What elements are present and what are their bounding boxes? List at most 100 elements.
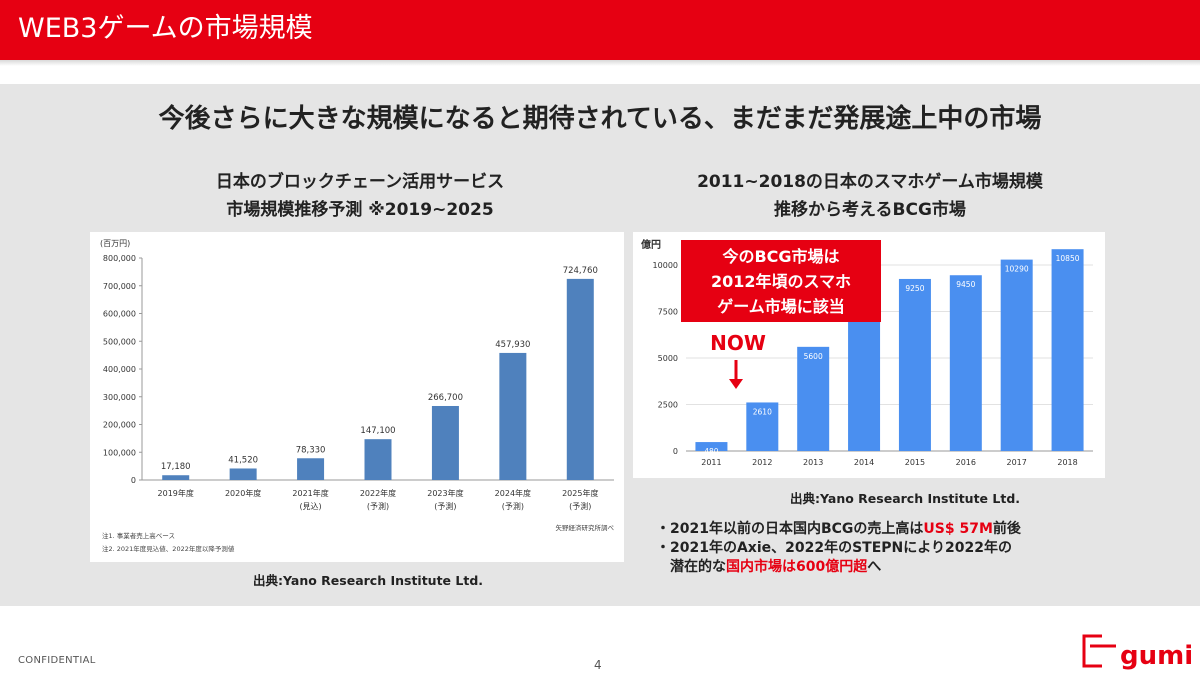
right-x-tick-label: 2017 — [1007, 458, 1027, 467]
left-y-tick-label: 600,000 — [103, 310, 136, 319]
header-shadow — [0, 60, 1200, 66]
left-y-tick-label: 500,000 — [103, 337, 136, 346]
right-bar — [695, 442, 728, 451]
left-bar — [297, 458, 325, 480]
bullet-1-text: ・2021年以前の日本国内BCGの売上高は — [656, 521, 924, 537]
left-chart-card: (百万円) 0 100,000 200,000 300,000 400,000 500,00… — [90, 232, 624, 562]
right-bar-chart: 億円 0 2500 5000 7500 10000 480 2011 2610 2012 5600 2… — [641, 238, 1093, 467]
left-y-tick-label: 300,000 — [103, 393, 136, 402]
bullet-3-highlight: 国内市場は600億円超 — [726, 559, 868, 575]
bullet-1: ・2021年以前の日本国内BCGの売上高はUS$ 57M前後 — [656, 520, 1021, 539]
right-bar — [1051, 249, 1084, 451]
right-bar — [1000, 259, 1033, 451]
left-y-tick-label: 200,000 — [103, 421, 136, 430]
right-x-tick-label: 2014 — [854, 458, 874, 467]
left-x-tick-label: 2023年度 — [427, 488, 463, 498]
left-x-tick-sublabel: (見込) — [299, 502, 321, 511]
right-y-tick-label: 0 — [673, 447, 678, 456]
right-bar — [848, 307, 881, 451]
slide-subtitle: 今後さらに大きな規模になると期待されている、まだまだ発展途上中の市場 — [158, 104, 1042, 134]
left-bar — [229, 468, 257, 480]
right-y-tick-label: 10000 — [653, 261, 678, 270]
bullet-2-continued: 潜在的な国内市場は600億円超へ — [656, 558, 1021, 577]
left-bar-value-label: 724,760 — [563, 266, 598, 276]
bullet-3-text: 潜在的な — [670, 559, 726, 575]
page-number: 4 — [594, 658, 602, 672]
right-bar-value-label: 2610 — [753, 407, 772, 416]
bullet-1-suffix: 前後 — [992, 521, 1021, 537]
right-chart-title: 2011~2018の日本のスマホゲーム市場規模 推移から考えるBCG市場 — [620, 168, 1120, 224]
right-x-tick-label: 2016 — [956, 458, 976, 467]
left-x-tick-label: 2022年度 — [360, 488, 396, 498]
left-bar — [364, 439, 392, 480]
right-bar-value-label: 9250 — [905, 284, 924, 293]
left-x-tick-label: 2025年度 — [562, 488, 598, 498]
right-y-tick-label: 2500 — [658, 401, 678, 410]
right-chart-source: 出典:Yano Research Institute Ltd. — [790, 491, 1021, 506]
right-y-axis-unit: 億円 — [641, 238, 661, 251]
right-bar — [949, 275, 982, 451]
right-x-tick-label: 2012 — [752, 458, 772, 467]
logo-text: gumi — [1120, 641, 1192, 670]
left-y-tick-label: 700,000 — [103, 282, 136, 291]
right-bar-value-label: 480 — [704, 447, 719, 456]
left-x-tick-sublabel: (予測) — [434, 501, 456, 511]
left-bar — [499, 352, 527, 480]
right-bar-value-label: 10290 — [1005, 265, 1029, 274]
left-bar — [162, 475, 190, 480]
left-x-tick-label: 2024年度 — [495, 488, 531, 498]
right-y-tick-label: 5000 — [658, 354, 678, 363]
callout-line-2: 2012年頃のスマホ — [711, 272, 851, 291]
left-bar-value-label: 266,700 — [428, 393, 463, 403]
now-label: NOW — [710, 331, 766, 355]
left-y-tick-label: 0 — [131, 476, 136, 485]
callout-line-3: ゲーム市場に該当 — [717, 297, 845, 316]
left-bar-value-label: 457,930 — [495, 340, 530, 350]
right-x-tick-label: 2018 — [1057, 458, 1077, 467]
left-bar-value-label: 17,180 — [161, 462, 191, 472]
gumi-logo: gumi — [1082, 628, 1193, 674]
left-y-tick-label: 800,000 — [103, 254, 136, 263]
callout-box — [681, 240, 881, 322]
left-bar-value-label: 78,330 — [296, 445, 326, 455]
left-x-tick-label: 2021年度 — [292, 488, 328, 498]
right-bar-value-label: 5600 — [804, 352, 823, 361]
right-bar — [898, 278, 931, 451]
left-chart-title: 日本のブロックチェーン活用サービス 市場規模推移予測 ※2019~2025 — [100, 168, 620, 224]
left-y-tick-label: 400,000 — [103, 365, 136, 374]
bullet-list: ・2021年以前の日本国内BCGの売上高はUS$ 57M前後 ・2021年のAx… — [656, 520, 1021, 577]
left-x-tick-label: 2020年度 — [225, 488, 261, 498]
left-bar-chart: (百万円) 0 100,000 200,000 300,000 400,000 500,00… — [100, 239, 615, 553]
left-chart-title-line2: 市場規模推移予測 ※2019~2025 — [226, 200, 494, 220]
right-x-tick-label: 2015 — [905, 458, 925, 467]
left-chart-title-line1: 日本のブロックチェーン活用サービス — [215, 172, 505, 192]
right-y-tick-label: 7500 — [658, 308, 678, 317]
right-bar — [797, 346, 830, 451]
left-chart-source: 出典:Yano Research Institute Ltd. — [253, 573, 484, 588]
right-chart-title-line1: 2011~2018の日本のスマホゲーム市場規模 — [697, 172, 1043, 192]
left-y-axis-unit: (百万円) — [100, 239, 130, 248]
bullet-1-highlight: US$ 57M — [923, 521, 993, 537]
right-bar — [746, 402, 779, 451]
slide-title: WEB3ゲームの市場規模 — [18, 13, 313, 44]
right-chart-card: 億円 0 2500 5000 7500 10000 480 2011 2610 2012 5600 2… — [633, 232, 1105, 478]
left-bar-value-label: 147,100 — [360, 426, 395, 436]
left-chart-note-1: 注1. 事業者売上高ベース — [102, 531, 175, 540]
bullet-2: ・2021年のAxie、2022年のSTEPNにより2022年の — [656, 540, 1012, 556]
confidential-label: CONFIDENTIAL — [18, 655, 96, 666]
left-chart-note-2: 注2. 2021年度見込値、2022年度以降予測値 — [102, 544, 235, 553]
left-x-tick-sublabel: (予測) — [569, 501, 591, 511]
now-arrow-head — [729, 379, 743, 389]
left-chart-credit: 矢野経済研究所調べ — [556, 523, 615, 532]
left-x-tick-sublabel: (予測) — [367, 501, 389, 511]
right-bar-value-label: 9450 — [956, 280, 975, 289]
left-x-tick-sublabel: (予測) — [502, 501, 524, 511]
right-chart-title-line2: 推移から考えるBCG市場 — [774, 200, 966, 220]
left-bar-value-label: 41,520 — [228, 455, 258, 465]
slide-header: WEB3ゲームの市場規模 — [0, 0, 1200, 60]
left-x-tick-label: 2019年度 — [158, 488, 194, 498]
left-bar — [431, 405, 459, 480]
gumi-logo-icon: gumi — [1082, 634, 1193, 671]
right-x-tick-label: 2013 — [803, 458, 823, 467]
bullet-3-suffix: へ — [867, 559, 882, 575]
